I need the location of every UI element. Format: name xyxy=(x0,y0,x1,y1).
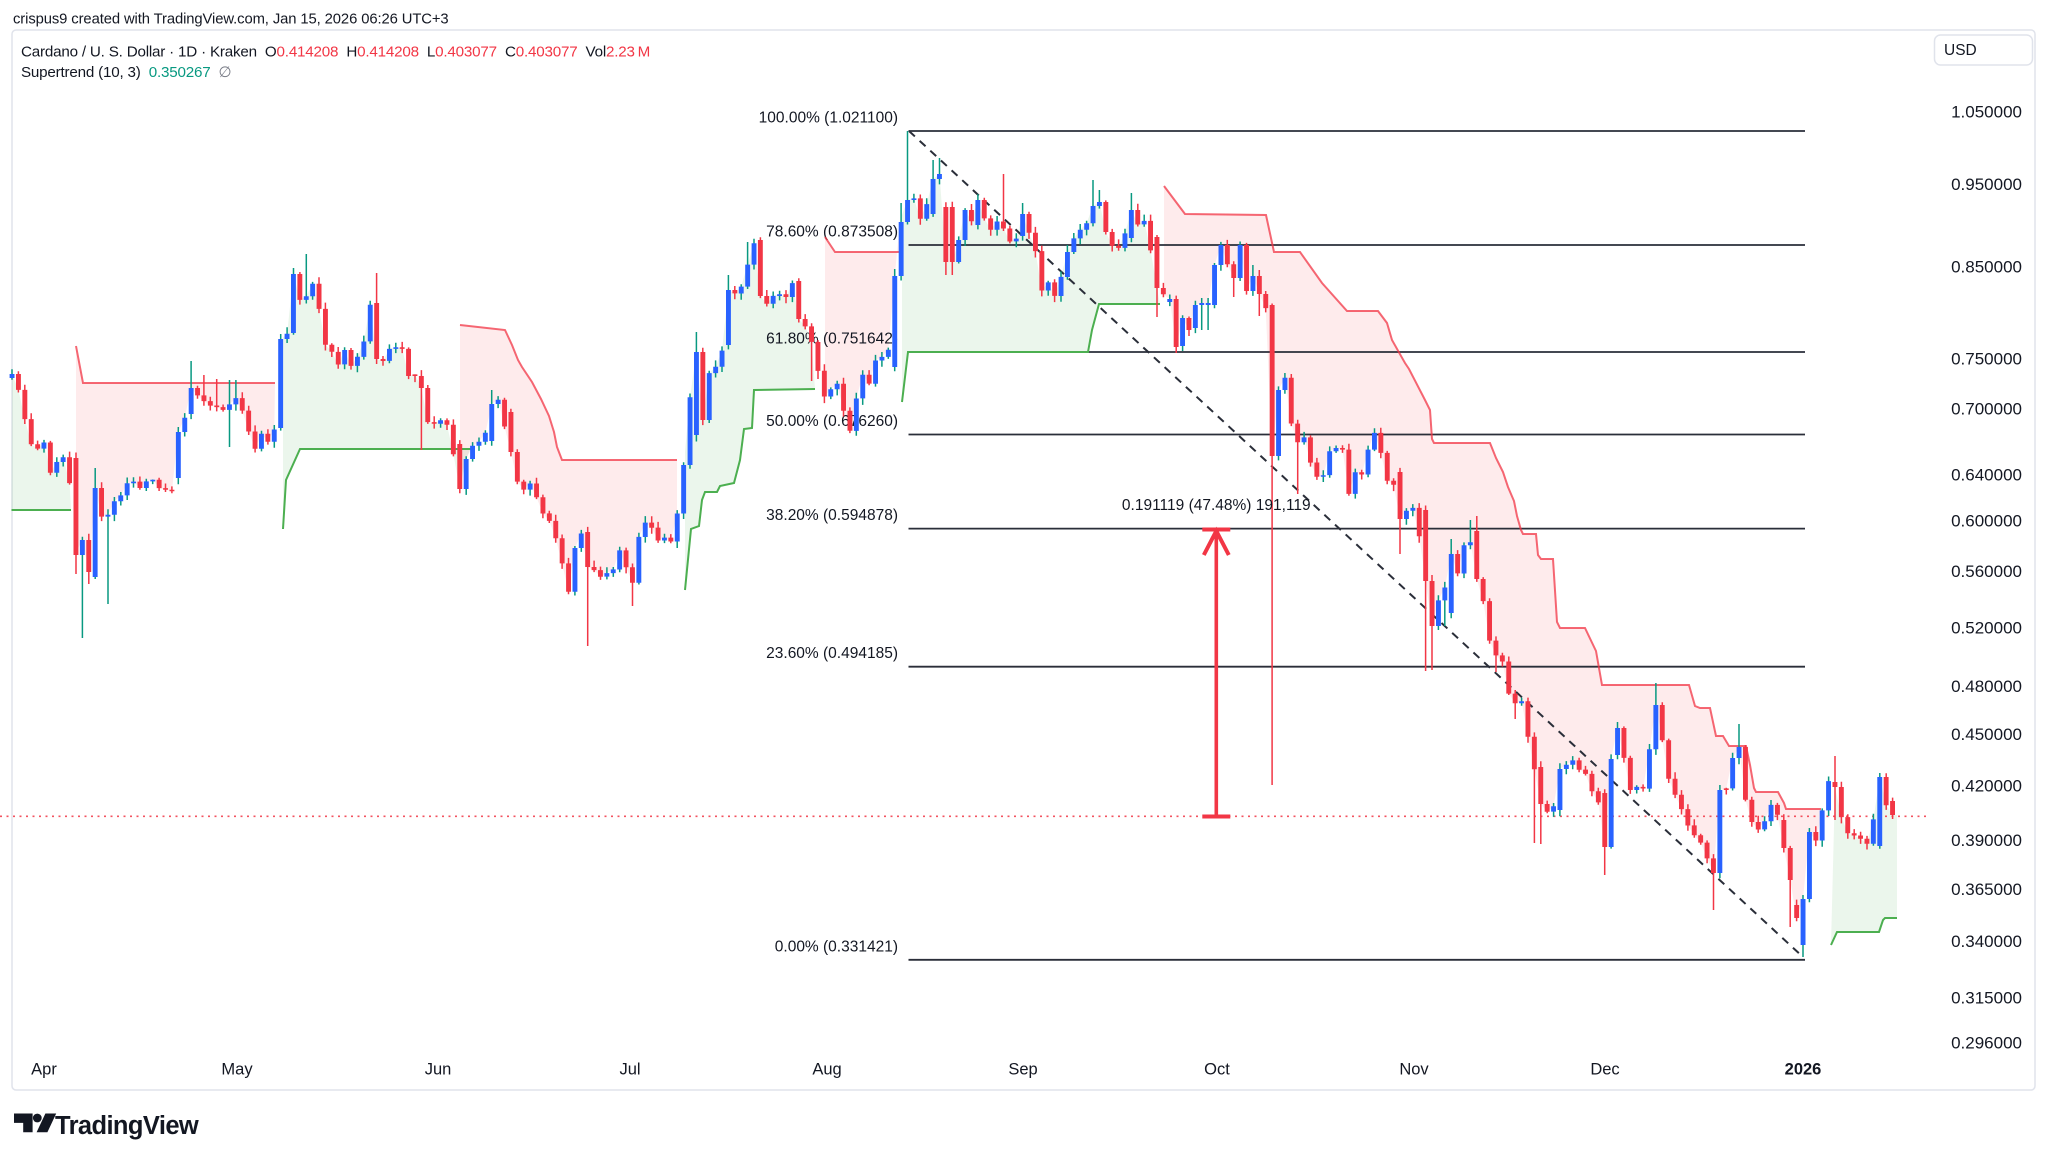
svg-text:Sep: Sep xyxy=(1008,1061,1037,1079)
svg-text:TradingView: TradingView xyxy=(55,1112,199,1140)
svg-text:100.00% (1.021100): 100.00% (1.021100) xyxy=(759,110,898,127)
svg-text:0.640000: 0.640000 xyxy=(1951,466,2022,485)
svg-text:Cardano / U. S. Dollar · 1D ·: Cardano / U. S. Dollar · 1D · Kraken O0.… xyxy=(21,44,650,61)
svg-text:Dec: Dec xyxy=(1590,1061,1619,1079)
svg-text:2026: 2026 xyxy=(1785,1061,1822,1079)
svg-text:Apr: Apr xyxy=(31,1061,57,1079)
svg-text:0.390000: 0.390000 xyxy=(1951,831,2022,850)
svg-text:78.60% (0.873508): 78.60% (0.873508) xyxy=(766,224,898,241)
svg-text:Aug: Aug xyxy=(812,1061,841,1079)
svg-text:0.950000: 0.950000 xyxy=(1951,175,2022,194)
svg-text:0.850000: 0.850000 xyxy=(1951,258,2022,277)
svg-text:0.315000: 0.315000 xyxy=(1951,989,2022,1008)
svg-text:0.750000: 0.750000 xyxy=(1951,350,2022,369)
svg-text:1.050000: 1.050000 xyxy=(1951,103,2022,122)
svg-text:50.00% (0.676260): 50.00% (0.676260) xyxy=(766,413,898,430)
svg-text:0.600000: 0.600000 xyxy=(1951,512,2022,531)
svg-text:0.450000: 0.450000 xyxy=(1951,725,2022,744)
svg-text:0.520000: 0.520000 xyxy=(1951,619,2022,638)
svg-text:Supertrend (10, 3) 0.350267: Supertrend (10, 3) 0.350267 ∅ xyxy=(21,64,232,81)
svg-text:0.560000: 0.560000 xyxy=(1951,562,2022,581)
svg-text:USD: USD xyxy=(1944,42,1977,59)
svg-text:61.80% (0.751642): 61.80% (0.751642) xyxy=(766,331,898,348)
svg-text:crispus9 created with TradingV: crispus9 created with TradingView.com, J… xyxy=(13,12,449,28)
svg-text:0.340000: 0.340000 xyxy=(1951,932,2022,951)
svg-text:Jun: Jun xyxy=(425,1061,452,1079)
svg-text:23.60% (0.494185): 23.60% (0.494185) xyxy=(766,645,898,662)
svg-text:Nov: Nov xyxy=(1399,1061,1429,1079)
svg-text:0.365000: 0.365000 xyxy=(1951,880,2022,899)
svg-text:Oct: Oct xyxy=(1204,1061,1230,1079)
svg-text:0.420000: 0.420000 xyxy=(1951,777,2022,796)
svg-text:0.00% (0.331421): 0.00% (0.331421) xyxy=(775,938,898,955)
svg-text:0.480000: 0.480000 xyxy=(1951,677,2022,696)
svg-text:May: May xyxy=(221,1061,253,1079)
svg-text:38.20% (0.594878): 38.20% (0.594878) xyxy=(766,507,898,524)
svg-text:0.700000: 0.700000 xyxy=(1951,400,2022,419)
svg-text:0.296000: 0.296000 xyxy=(1951,1034,2022,1053)
svg-text:Jul: Jul xyxy=(619,1061,640,1079)
svg-text:0.191119 (47.48%) 191,119: 0.191119 (47.48%) 191,119 xyxy=(1122,497,1311,514)
